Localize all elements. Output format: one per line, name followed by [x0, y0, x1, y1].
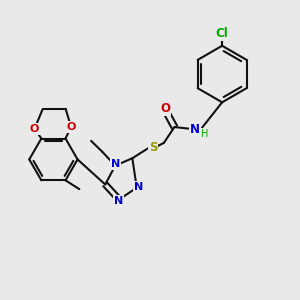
Text: O: O: [30, 124, 39, 134]
Text: N: N: [114, 196, 123, 206]
Text: N: N: [134, 182, 143, 192]
Text: S: S: [149, 141, 157, 154]
Text: O: O: [66, 122, 76, 132]
Text: H: H: [201, 128, 208, 139]
Text: N: N: [111, 159, 120, 169]
Text: N: N: [190, 123, 200, 136]
Text: O: O: [160, 102, 170, 115]
Text: Cl: Cl: [216, 27, 229, 40]
